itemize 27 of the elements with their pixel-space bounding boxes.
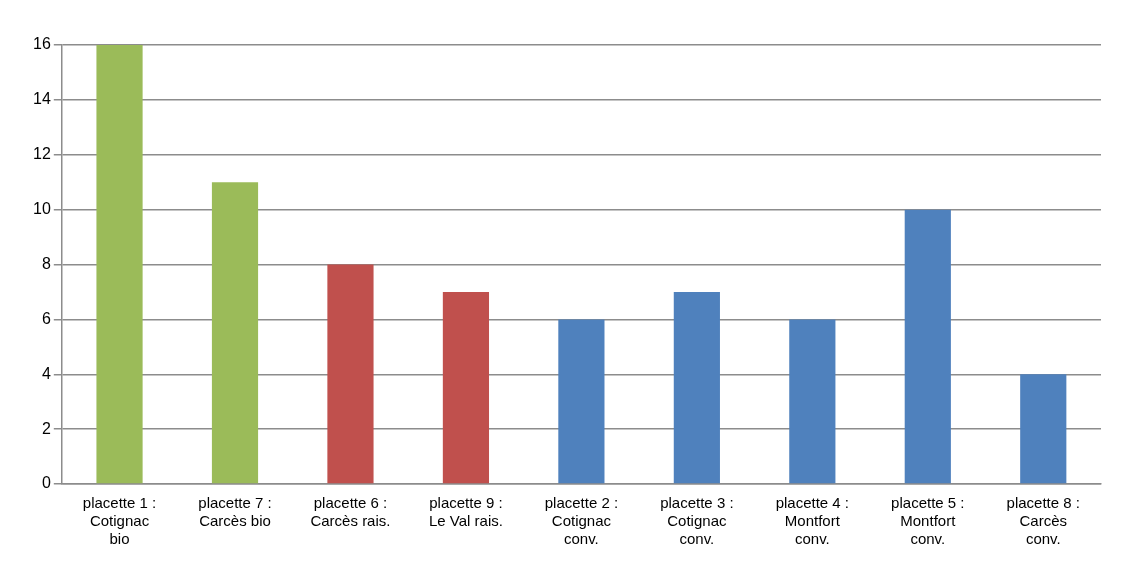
bar <box>96 45 143 484</box>
bar <box>211 182 259 484</box>
x-tick-label: placette 8 : Carcès conv. <box>1006 494 1080 548</box>
bar <box>789 319 836 484</box>
bar <box>327 264 374 484</box>
x-tick-label: placette 3 : Cotignac conv. <box>660 494 734 548</box>
x-tick-label: placette 2 : Cotignac conv. <box>544 494 619 548</box>
y-tick-label: 6 <box>41 309 51 327</box>
y-tick-label: 14 <box>33 90 51 108</box>
x-tick-label: placette 9 : Le Val rais. <box>428 494 503 530</box>
y-tick-label: 4 <box>41 364 51 382</box>
y-tick-label: 0 <box>41 474 51 492</box>
y-tick-label: 8 <box>41 254 51 272</box>
bar <box>1020 374 1067 484</box>
x-tick-label: placette 5 : Montfort conv. <box>891 494 965 548</box>
bar <box>442 291 490 484</box>
x-tick-label: placette 7 : Carcès bio <box>198 494 272 530</box>
y-tick-label: 12 <box>33 145 51 163</box>
x-tick-label: placette 4 : Montfort conv. <box>775 494 850 548</box>
bar <box>904 209 951 484</box>
bar <box>673 291 720 484</box>
y-tick-label: 16 <box>33 35 51 53</box>
y-tick-label: 10 <box>33 200 51 218</box>
y-tick-label: 2 <box>41 419 51 437</box>
x-tick-label: placette 1 : Cotignac bio <box>82 494 157 548</box>
bar <box>558 319 605 484</box>
x-tick-label: placette 6 : Carcès rais. <box>310 494 391 530</box>
